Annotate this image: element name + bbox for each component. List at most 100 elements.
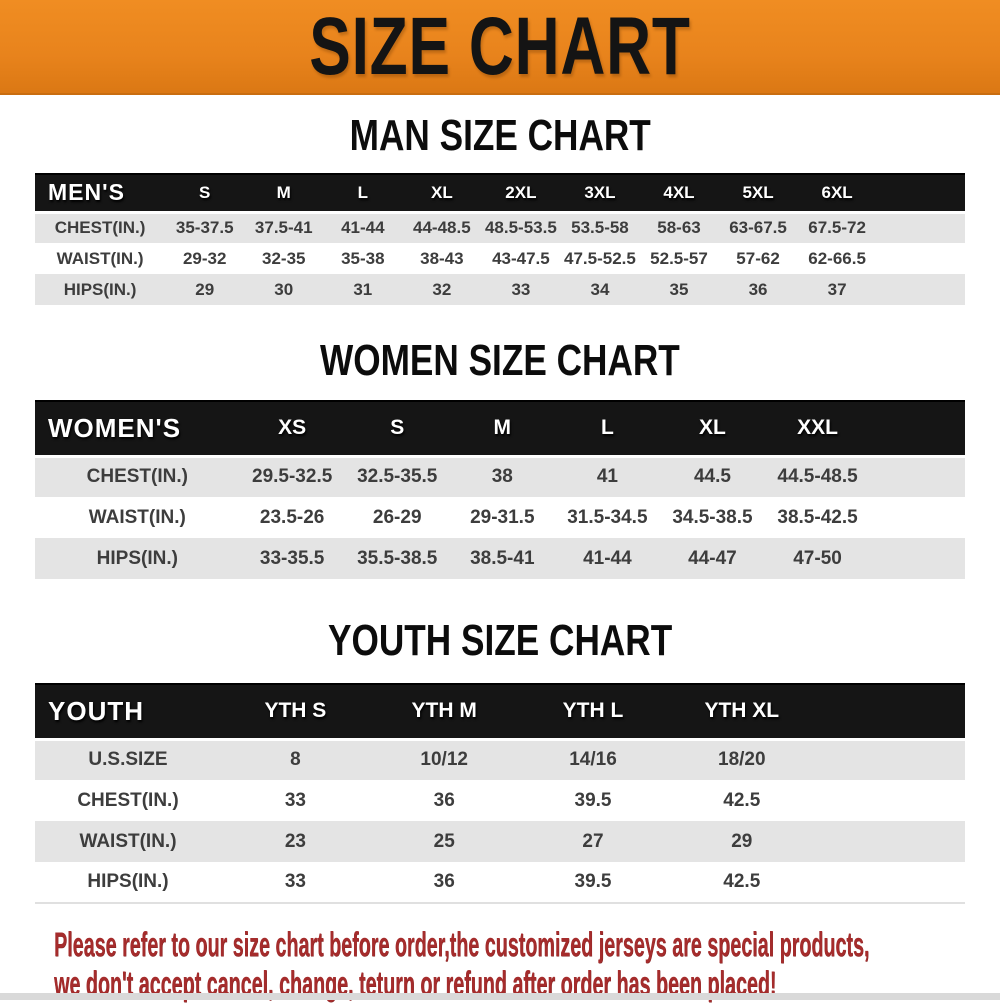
size-column-header: S (344, 400, 450, 456)
size-cell: 23.5-26 (259, 506, 325, 528)
size-cell: 26-29 (372, 506, 422, 528)
men-table-label: MEN'S (35, 173, 166, 212)
measurement-row: WAIST(IN.) 29-32 32-35 35-38 38-43 43-47.5 47.… (35, 243, 965, 274)
size-cell: 27 (582, 830, 604, 852)
row-label: U.S.SIZE (35, 737, 221, 780)
size-column-header: YTH L (518, 683, 668, 739)
header-filler (876, 173, 965, 212)
size-cell: 8 (221, 737, 370, 780)
measurement-row: CHEST(IN.) 29.5-32.5 32.5-35.5 38 41 44.5 44.5… (35, 454, 965, 497)
measurement-row: CHEST(IN.) 33 36 39.5 42.5 (35, 780, 965, 821)
row-filler (870, 454, 965, 497)
men-table-head: MEN'S S M L XL 2XL 3XL 4XL 5XL 6XL (35, 173, 965, 212)
men-header-row: MEN'S S M L XL 2XL 3XL 4XL 5XL 6XL (35, 173, 965, 212)
size-cell: 31 (353, 279, 373, 299)
row-filler (877, 274, 965, 305)
size-cell: 29 (195, 279, 215, 299)
row-label: CHEST(IN.) (35, 210, 166, 243)
size-cell: 47-50 (793, 547, 842, 569)
size-cell: 33 (284, 871, 306, 892)
size-column-header: M (244, 173, 324, 212)
size-cell: 38.5-41 (470, 547, 535, 569)
banner-title: SIZE CHART (309, 0, 691, 92)
measurement-row: WAIST(IN.) 23 25 27 29 (35, 821, 965, 862)
row-filler (816, 862, 965, 903)
size-cell: 67.5-72 (797, 210, 877, 243)
size-cell: 44.5 (659, 454, 765, 497)
size-cell: 33 (284, 789, 306, 811)
size-cell: 32-35 (262, 248, 306, 268)
row-label: CHEST(IN.) (35, 454, 240, 497)
notice-line-1-text: Please refer to our size chart before or… (54, 926, 870, 964)
size-column-header: YTH S (221, 683, 370, 739)
measurement-row: U.S.SIZE 8 10/12 14/16 18/20 (35, 737, 965, 780)
order-notice: Please refer to our size chart before or… (54, 926, 1000, 1007)
youth-table-body: U.S.SIZE 8 10/12 14/16 18/20 CHEST(IN.) 33 36 39… (35, 737, 965, 903)
size-cell: 33 (511, 279, 531, 299)
youth-table-label: YOUTH (35, 683, 221, 739)
size-cell: 34.5-38.5 (672, 506, 753, 528)
row-filler (816, 737, 965, 780)
size-cell: 14/16 (518, 737, 668, 780)
measurement-row: HIPS(IN.) 33-35.5 35.5-38.5 38.5-41 41-44 44-… (35, 538, 965, 579)
size-cell: 47.5-52.5 (564, 248, 636, 268)
row-filler (877, 243, 965, 274)
size-cell: 62-66.5 (808, 248, 866, 268)
size-cell: 41-44 (323, 210, 403, 243)
women-header-row: WOMEN'S XS S M L XL XXL (35, 400, 965, 456)
charts: MAN SIZE CHART MEN'S S M L XL 2XL 3XL 4XL 5XL 6XL… (0, 95, 1000, 904)
size-column-header: L (323, 173, 403, 212)
size-cell: 32.5-35.5 (344, 454, 450, 497)
women-size-table: WOMEN'S XS S M L XL XXL CHEST(IN.) 29.5-32.5 32.5… (35, 400, 965, 579)
measurement-row: HIPS(IN.) 29 30 31 32 33 34 35 36 37 (35, 274, 965, 305)
size-cell: 29-32 (182, 248, 227, 268)
size-column-header: XS (239, 400, 345, 456)
row-label: HIPS(IN.) (63, 279, 137, 299)
size-cell: 44-47 (688, 547, 737, 569)
size-cell: 34 (590, 279, 610, 299)
size-column-header: 4XL (639, 173, 719, 212)
row-filler (816, 780, 965, 821)
size-cell: 23 (284, 830, 306, 852)
size-cell: 29 (731, 830, 753, 852)
size-column-header: XL (659, 400, 765, 456)
size-cell: 29.5-32.5 (239, 454, 345, 497)
row-filler (870, 538, 965, 579)
size-cell: 36 (433, 871, 455, 892)
men-section-heading: MAN SIZE CHART (0, 95, 1000, 173)
size-cell: 52.5-57 (650, 248, 708, 268)
size-column-header: M (449, 400, 555, 456)
men-table-body: CHEST(IN.) 35-37.5 37.5-41 41-44 44-48.5 48.5… (35, 210, 965, 305)
size-cell: 44-48.5 (402, 210, 482, 243)
size-cell: 39.5 (574, 871, 612, 892)
row-label: WAIST(IN.) (56, 248, 144, 268)
size-cell: 42.5 (723, 789, 761, 811)
banner: SIZE CHART (0, 0, 1000, 95)
size-cell: 38.5-42.5 (777, 506, 858, 528)
row-label: HIPS(IN.) (96, 547, 178, 569)
size-cell: 37 (827, 279, 847, 299)
size-cell: 37.5-41 (244, 210, 324, 243)
size-column-header: 3XL (560, 173, 640, 212)
men-heading-text: MAN SIZE CHART (349, 111, 651, 160)
size-cell: 30 (274, 279, 294, 299)
size-cell: 53.5-58 (560, 210, 640, 243)
bottom-strip (0, 993, 1000, 1000)
section-women: WOMEN SIZE CHART WOMEN'S XS S M L XL XXL CHEST(… (0, 305, 1000, 579)
size-cell: 38-43 (420, 248, 464, 268)
size-cell: 39.5 (574, 789, 612, 811)
section-men: MAN SIZE CHART MEN'S S M L XL 2XL 3XL 4XL 5XL 6XL… (0, 95, 1000, 305)
size-cell: 35 (669, 279, 689, 299)
size-column-header: YTH XL (667, 683, 817, 739)
notice-line-1: Please refer to our size chart before or… (54, 926, 1000, 968)
size-cell: 57-62 (736, 248, 780, 268)
youth-header-row: YOUTH YTH S YTH M YTH L YTH XL (35, 683, 965, 739)
youth-table-head: YOUTH YTH S YTH M YTH L YTH XL (35, 683, 965, 739)
size-column-header: S (165, 173, 245, 212)
youth-size-table: YOUTH YTH S YTH M YTH L YTH XL U.S.SIZE 8 10/12… (35, 683, 965, 904)
size-cell: 42.5 (723, 871, 761, 892)
row-label: CHEST(IN.) (77, 789, 179, 811)
size-cell: 31.5-34.5 (567, 506, 648, 528)
women-table-head: WOMEN'S XS S M L XL XXL (35, 400, 965, 456)
size-cell: 29-31.5 (470, 506, 535, 528)
